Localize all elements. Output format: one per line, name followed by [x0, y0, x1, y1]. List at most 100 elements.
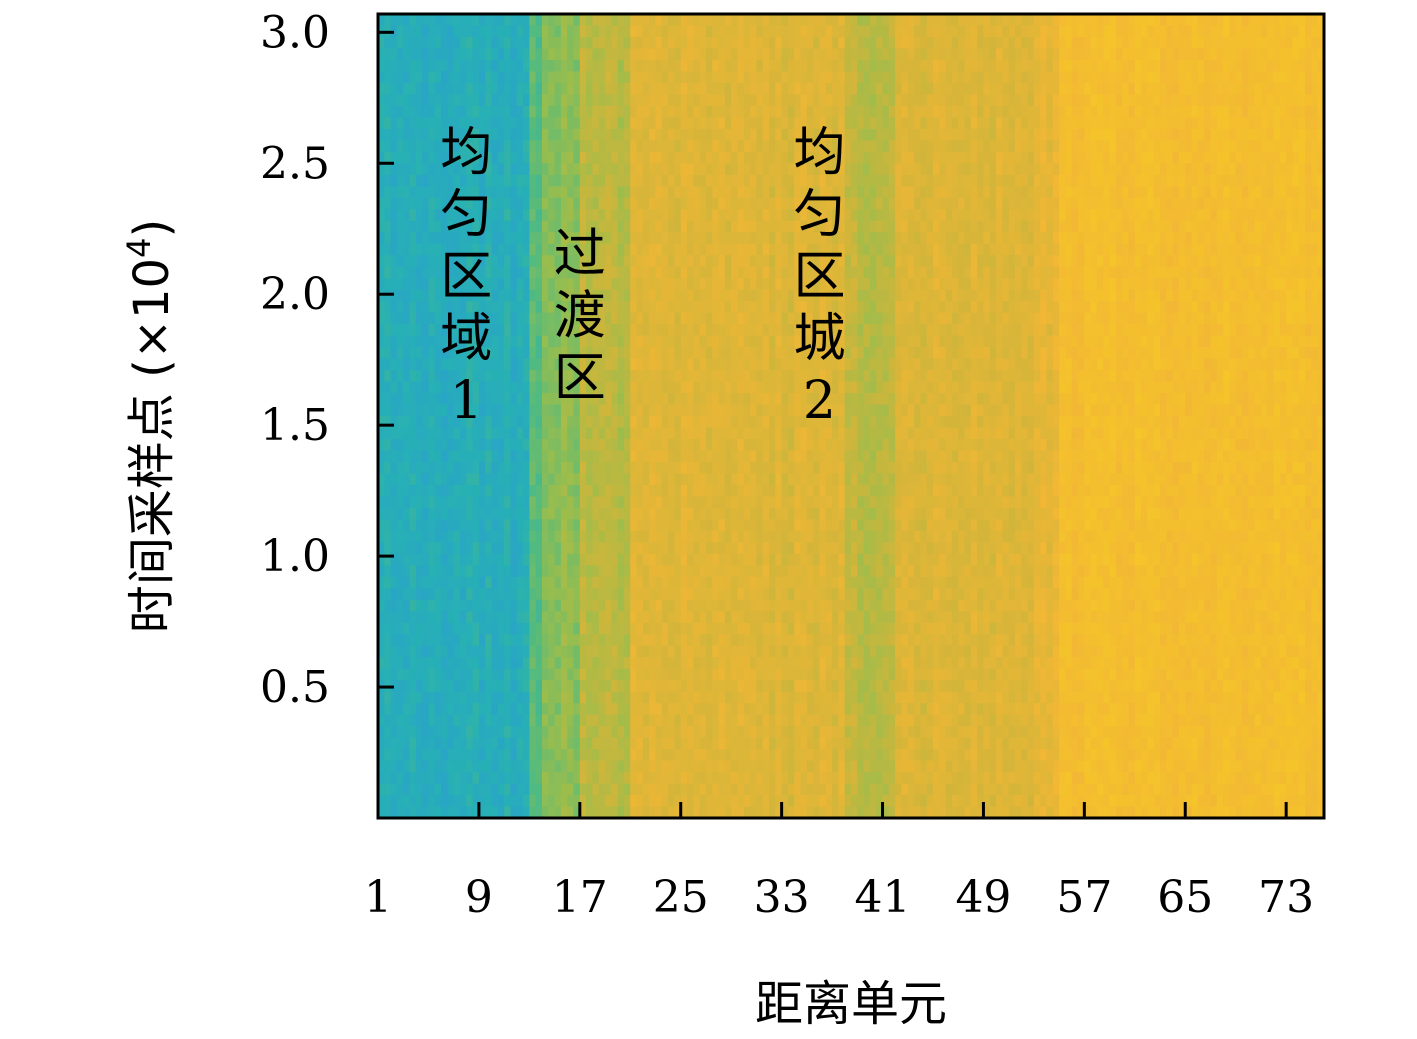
- heatmap-cell: [586, 220, 594, 233]
- heatmap-cell: [806, 760, 814, 773]
- heatmap-cell: [459, 151, 467, 164]
- heatmap-cell: [655, 255, 663, 268]
- heatmap-cell: [529, 691, 537, 704]
- heatmap-cell: [806, 220, 814, 233]
- heatmap-cell: [504, 749, 512, 762]
- heatmap-cell: [775, 232, 783, 245]
- heatmap-cell: [472, 795, 480, 808]
- heatmap-cell: [623, 266, 631, 279]
- heatmap-cell: [605, 726, 612, 739]
- heatmap-cell: [655, 553, 663, 566]
- heatmap-cell: [769, 703, 776, 716]
- heatmap-cell: [548, 565, 556, 578]
- heatmap-cell: [699, 186, 707, 199]
- heatmap-cell: [516, 760, 524, 773]
- heatmap-cell: [415, 255, 423, 268]
- heatmap-cell: [378, 243, 385, 256]
- heatmap-cell: [441, 151, 448, 164]
- heatmap-cell: [806, 473, 814, 486]
- heatmap-cell: [661, 737, 669, 750]
- heatmap-cell: [668, 496, 676, 509]
- heatmap-cell: [750, 519, 757, 532]
- heatmap-cell: [687, 209, 694, 222]
- heatmap-cell: [605, 404, 612, 417]
- heatmap-cell: [548, 255, 556, 268]
- heatmap-cell: [415, 163, 423, 176]
- heatmap-cell: [674, 25, 682, 38]
- heatmap-cell: [579, 393, 587, 406]
- heatmap-cell: [390, 576, 398, 589]
- heatmap-cell: [541, 358, 549, 371]
- heatmap-cell: [529, 197, 537, 210]
- heatmap-cell: [541, 36, 549, 50]
- heatmap-cell: [756, 795, 764, 808]
- heatmap-cell: [516, 94, 524, 107]
- heatmap-cell: [605, 335, 612, 348]
- heatmap-cell: [819, 59, 827, 73]
- heatmap-cell: [750, 542, 757, 555]
- heatmap-cell: [794, 186, 802, 199]
- heatmap-cell: [699, 301, 707, 314]
- heatmap-cell: [623, 427, 631, 440]
- heatmap-cell: [756, 737, 764, 750]
- heatmap-cell: [806, 519, 814, 532]
- heatmap-cell: [661, 301, 669, 314]
- heatmap-cell: [611, 657, 619, 670]
- heatmap-cell: [787, 255, 795, 268]
- heatmap-cell: [472, 151, 480, 164]
- heatmap-cell: [630, 542, 638, 555]
- heatmap-cell: [447, 576, 455, 589]
- heatmap-cell: [384, 186, 392, 199]
- heatmap-cell: [579, 36, 587, 50]
- heatmap-cell: [668, 197, 676, 210]
- heatmap-cell: [693, 220, 701, 233]
- heatmap-cell: [472, 714, 480, 727]
- heatmap-cell: [674, 542, 682, 555]
- heatmap-cell: [661, 680, 669, 693]
- heatmap-cell: [819, 209, 827, 222]
- heatmap-cell: [497, 496, 505, 509]
- heatmap-cell: [478, 703, 486, 716]
- heatmap-cell: [485, 703, 493, 716]
- heatmap-cell: [396, 117, 404, 130]
- heatmap-cell: [668, 599, 676, 612]
- heatmap-cell: [378, 36, 385, 50]
- heatmap-cell: [529, 370, 537, 383]
- heatmap-cell: [623, 335, 631, 348]
- heatmap-cell: [611, 324, 619, 337]
- heatmap-cell: [737, 220, 745, 233]
- heatmap-cell: [491, 220, 499, 233]
- heatmap-cell: [712, 507, 720, 520]
- heatmap-cell: [636, 324, 644, 337]
- heatmap-cell: [523, 588, 530, 601]
- heatmap-cell: [598, 714, 606, 727]
- heatmap-cell: [428, 726, 436, 739]
- heatmap-cell: [617, 59, 625, 73]
- heatmap-cell: [687, 312, 694, 325]
- heatmap-cell: [422, 726, 430, 739]
- heatmap-cell: [794, 393, 802, 406]
- heatmap-cell: [491, 14, 499, 27]
- heatmap-cell: [478, 668, 486, 681]
- heatmap-cell: [541, 530, 549, 543]
- heatmap-cell: [731, 381, 739, 394]
- heatmap-cell: [535, 737, 543, 750]
- heatmap-cell: [459, 714, 467, 727]
- heatmap-cell: [623, 507, 631, 520]
- heatmap-cell: [523, 703, 530, 716]
- heatmap-cell: [674, 634, 682, 647]
- heatmap-cell: [630, 94, 638, 107]
- heatmap-cell: [605, 25, 612, 38]
- heatmap-cell: [428, 611, 436, 624]
- heatmap-cell: [472, 450, 480, 463]
- heatmap-cell: [712, 749, 720, 762]
- heatmap-cell: [422, 94, 430, 107]
- heatmap-cell: [535, 197, 543, 210]
- heatmap-cell: [567, 427, 575, 440]
- heatmap-cell: [453, 438, 461, 452]
- heatmap-cell: [548, 266, 556, 279]
- heatmap-cell: [794, 255, 802, 268]
- heatmap-cell: [560, 358, 568, 371]
- heatmap-cell: [642, 772, 650, 785]
- heatmap-cell: [762, 266, 770, 279]
